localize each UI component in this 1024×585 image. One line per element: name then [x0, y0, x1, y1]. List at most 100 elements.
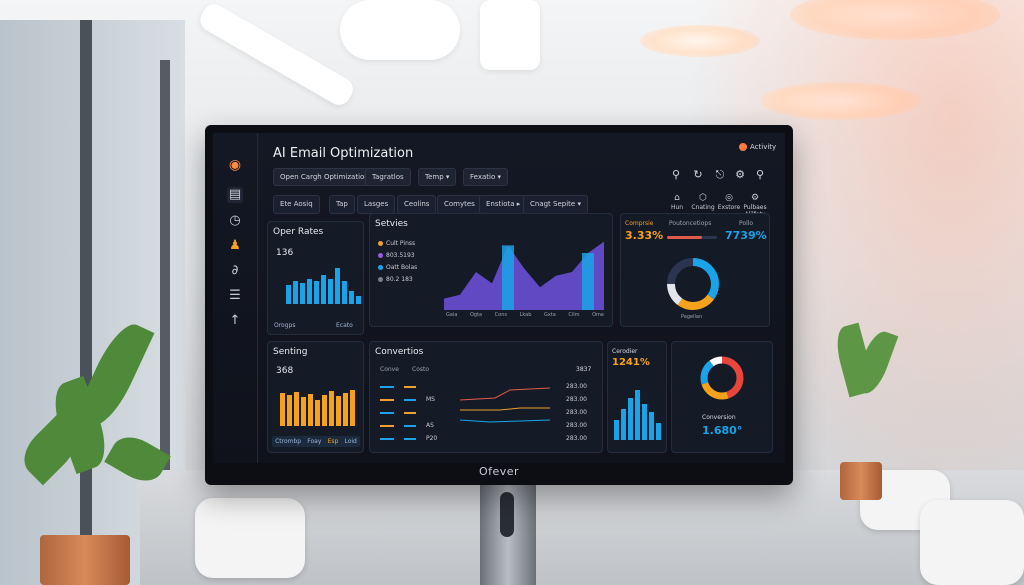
gear-icon: ⚙ — [750, 193, 760, 203]
table-row[interactable] — [380, 406, 440, 419]
bar — [329, 390, 334, 426]
table-row[interactable] — [380, 380, 440, 393]
row-value: 283.00 — [566, 422, 587, 429]
senting-value: 368 — [276, 366, 294, 376]
brand-logo-icon: ◉ — [228, 157, 242, 173]
services-highlight-bar — [502, 245, 514, 310]
right-action-exstore[interactable]: ◎ Exstore — [711, 193, 747, 211]
sidebar-clock-icon[interactable]: ◷ — [229, 213, 241, 228]
share-icon[interactable]: ⎋ — [715, 168, 725, 181]
bar — [614, 420, 619, 440]
monitor-stand-slot — [500, 492, 514, 537]
tab-ceolins[interactable]: Ceolins — [397, 195, 437, 214]
donut-segment — [667, 258, 719, 310]
toolbar-button-optimization[interactable]: Open Cargh Optimization — [273, 168, 376, 186]
senting-footer: Ctrombp Foay Esp Loid — [272, 436, 360, 447]
legend-dot-icon — [378, 277, 383, 282]
home-icon: ⌂ — [674, 193, 680, 203]
services-highlight-bar — [582, 253, 594, 310]
tab-comytes[interactable]: Comytes — [437, 195, 482, 214]
sidebar-list-icon[interactable]: ☰ — [229, 288, 241, 303]
open-rates-footer-right[interactable]: Ecato — [336, 322, 353, 329]
plant-pot — [840, 462, 882, 500]
bar — [335, 268, 340, 304]
sidebar-link-icon[interactable]: ∂ — [231, 263, 239, 278]
certifier-value: 1241% — [612, 357, 650, 368]
activity-label: Activity — [750, 143, 777, 151]
conversion-line — [459, 387, 551, 401]
bar — [356, 295, 361, 304]
legend-dot-icon — [378, 253, 383, 258]
open-rates-footer-left[interactable]: Orogps — [274, 322, 296, 329]
services-area — [444, 241, 604, 310]
legend-label: Cult Pinss — [386, 240, 416, 247]
ceiling-lamp — [640, 25, 760, 57]
right-action-hun[interactable]: ⌂ Hun — [659, 193, 695, 211]
axis-tick-label: Lkab — [519, 312, 532, 318]
bar — [308, 394, 313, 426]
table-row[interactable]: MS — [380, 393, 440, 406]
table-row[interactable]: AS — [380, 419, 440, 432]
toolbar-button-temp[interactable]: Temp ▾ — [418, 168, 457, 186]
row-line-icon — [404, 424, 416, 427]
row-label: MS — [426, 396, 435, 403]
open-rates-title: Oper Rates — [273, 227, 324, 237]
row-value: 283.00 — [566, 396, 587, 403]
conversion-donut-value: 1.680° — [702, 424, 743, 437]
conversions-rows: MS AS P20 — [380, 380, 440, 445]
search-icon[interactable]: ⚲ — [671, 168, 681, 181]
tab-cnagt-sepite[interactable]: Cnagt Sepite ▾ — [523, 195, 588, 214]
toolbar-button-tags[interactable]: Tagratlos — [365, 168, 411, 186]
right-action-cnating[interactable]: ⬡ Cnating — [685, 193, 721, 211]
row-line-icon — [380, 411, 394, 414]
sidebar-arrow-icon[interactable]: ↑ — [229, 313, 241, 328]
table-row[interactable]: P20 — [380, 432, 440, 445]
certifier-panel: Cerodier 1241% — [607, 341, 667, 453]
bar — [315, 399, 320, 426]
target-icon: ◎ — [725, 193, 733, 203]
conversions-title: Convertios — [375, 347, 424, 357]
senting-footer-item[interactable]: Ctrombp — [275, 438, 302, 445]
row-line-icon — [404, 411, 416, 414]
senting-panel: Senting 368 Ctrombp Foay Esp Loid — [267, 341, 364, 453]
axis-tick-label: Cilm — [568, 312, 580, 318]
toolbar-button-fexatio[interactable]: Fexatio ▾ — [463, 168, 508, 186]
axis-tick-label: Cons — [494, 312, 507, 318]
tab-ete[interactable]: Ete Aosiq — [273, 195, 320, 214]
monitor: ◉ ▤ ◷ ♟ ∂ ☰ ↑ AI Email Optimization Acti… — [205, 125, 793, 485]
dashboard-screen: ◉ ▤ ◷ ♟ ∂ ☰ ↑ AI Email Optimization Acti… — [213, 133, 785, 463]
bar — [343, 393, 348, 426]
bar — [300, 283, 305, 304]
sidebar-calendar-icon[interactable]: ▤ — [227, 187, 243, 203]
tab-enstiota[interactable]: Enstiota ▸ — [479, 195, 528, 214]
senting-footer-item[interactable]: Foay — [307, 438, 322, 445]
ceiling-lamp — [760, 82, 920, 120]
legend-label: 803.5193 — [386, 252, 415, 259]
cube-icon: ⬡ — [699, 193, 707, 203]
sidebar-users-icon[interactable]: ♟ — [229, 238, 241, 253]
bar — [294, 391, 299, 426]
window-frame — [80, 20, 92, 585]
row-label: P20 — [426, 435, 438, 442]
donut-segment — [700, 356, 744, 400]
bar — [628, 398, 633, 440]
activity-indicator[interactable]: Activity — [739, 143, 776, 151]
refresh-icon[interactable]: ↻ — [693, 168, 703, 181]
tab-tap[interactable]: Tap — [329, 195, 355, 214]
senting-footer-item[interactable]: Esp — [327, 438, 339, 445]
donut-segment — [700, 356, 744, 400]
bar — [328, 278, 333, 304]
legend-entry: 803.5193 — [378, 250, 417, 262]
bar — [642, 403, 647, 440]
donut-segment — [700, 356, 744, 400]
bar — [656, 423, 661, 440]
search-secondary-icon[interactable]: ⚲ — [755, 168, 765, 181]
tab-lasges[interactable]: Lasges — [357, 195, 396, 214]
row-line-icon — [380, 437, 394, 440]
senting-footer-item[interactable]: Loid — [344, 438, 357, 445]
campaigns-value: 3.33% — [625, 229, 664, 242]
right-action-label: Cnating — [691, 204, 715, 211]
bar — [287, 395, 292, 426]
settings-icon[interactable]: ⚙ — [735, 168, 745, 181]
bar — [342, 280, 347, 304]
